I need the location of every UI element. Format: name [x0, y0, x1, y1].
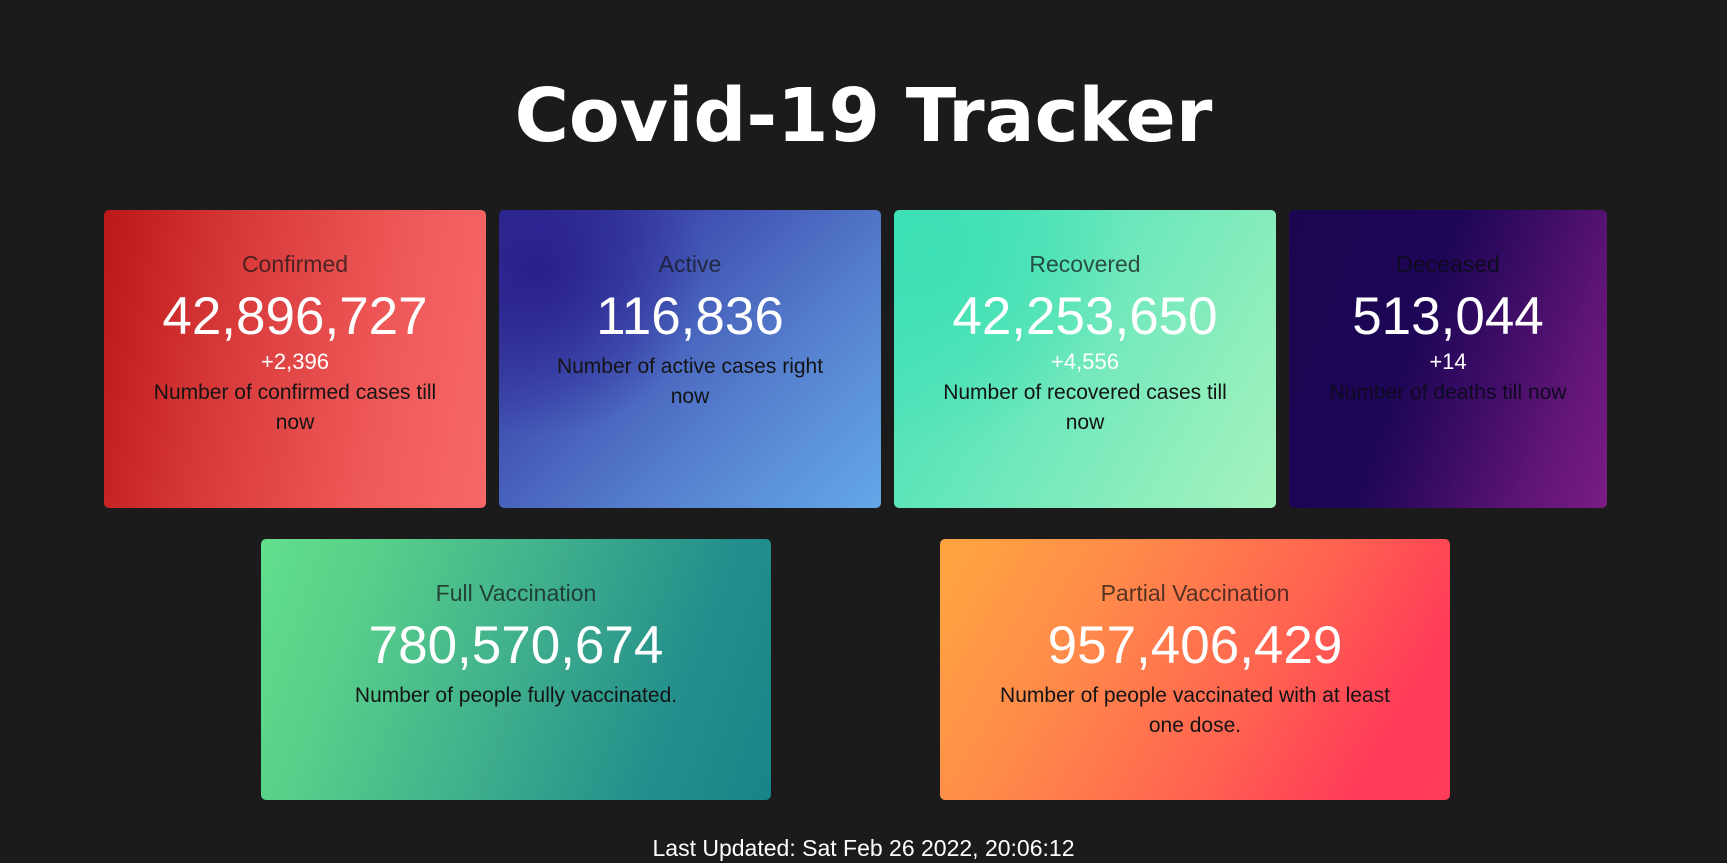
confirmed-description: Number of confirmed cases till now [153, 381, 437, 434]
recovered-delta: +4,556 [1051, 349, 1119, 374]
active-value: 116,836 [596, 287, 784, 346]
recovered-description: Number of recovered cases till now [943, 381, 1227, 434]
partial-vaccination-value: 957,406,429 [1047, 616, 1343, 675]
partial-vaccination-description: Number of people vaccinated with at leas… [1000, 684, 1390, 737]
full-vaccination-card: Full Vaccination 780,570,674 Number of p… [261, 539, 771, 800]
recovered-value: 42,253,650 [952, 287, 1218, 346]
page-title: Covid-19 Tracker [514, 73, 1213, 159]
confirmed-value: 42,896,727 [162, 287, 428, 346]
active-label: Active [658, 251, 722, 277]
last-updated: Last Updated: Sat Feb 26 2022, 20:06:12 [652, 835, 1075, 861]
full-vaccination-description: Number of people fully vaccinated. [354, 684, 678, 707]
deceased-label: Deceased [1396, 251, 1500, 277]
full-vaccination-label: Full Vaccination [435, 580, 597, 606]
active-description: Number of active cases right now [556, 355, 824, 408]
confirmed-delta: +2,396 [261, 349, 329, 374]
confirmed-card: Confirmed 42,896,727 +2,396 Number of co… [104, 210, 486, 508]
confirmed-label: Confirmed [241, 251, 349, 277]
active-card: Active 116,836 Number of active cases ri… [499, 210, 881, 508]
deceased-card: Deceased 513,044 +14 Number of deaths ti… [1289, 210, 1607, 508]
deceased-description: Number of deaths till now [1329, 381, 1567, 404]
deceased-value: 513,044 [1352, 287, 1544, 346]
recovered-label: Recovered [1029, 251, 1141, 277]
full-vaccination-value: 780,570,674 [368, 616, 664, 675]
deceased-delta: +14 [1429, 349, 1467, 374]
partial-vaccination-label: Partial Vaccination [1100, 580, 1290, 606]
recovered-card: Recovered 42,253,650 +4,556 Number of re… [894, 210, 1276, 508]
partial-vaccination-card: Partial Vaccination 957,406,429 Number o… [940, 539, 1450, 800]
